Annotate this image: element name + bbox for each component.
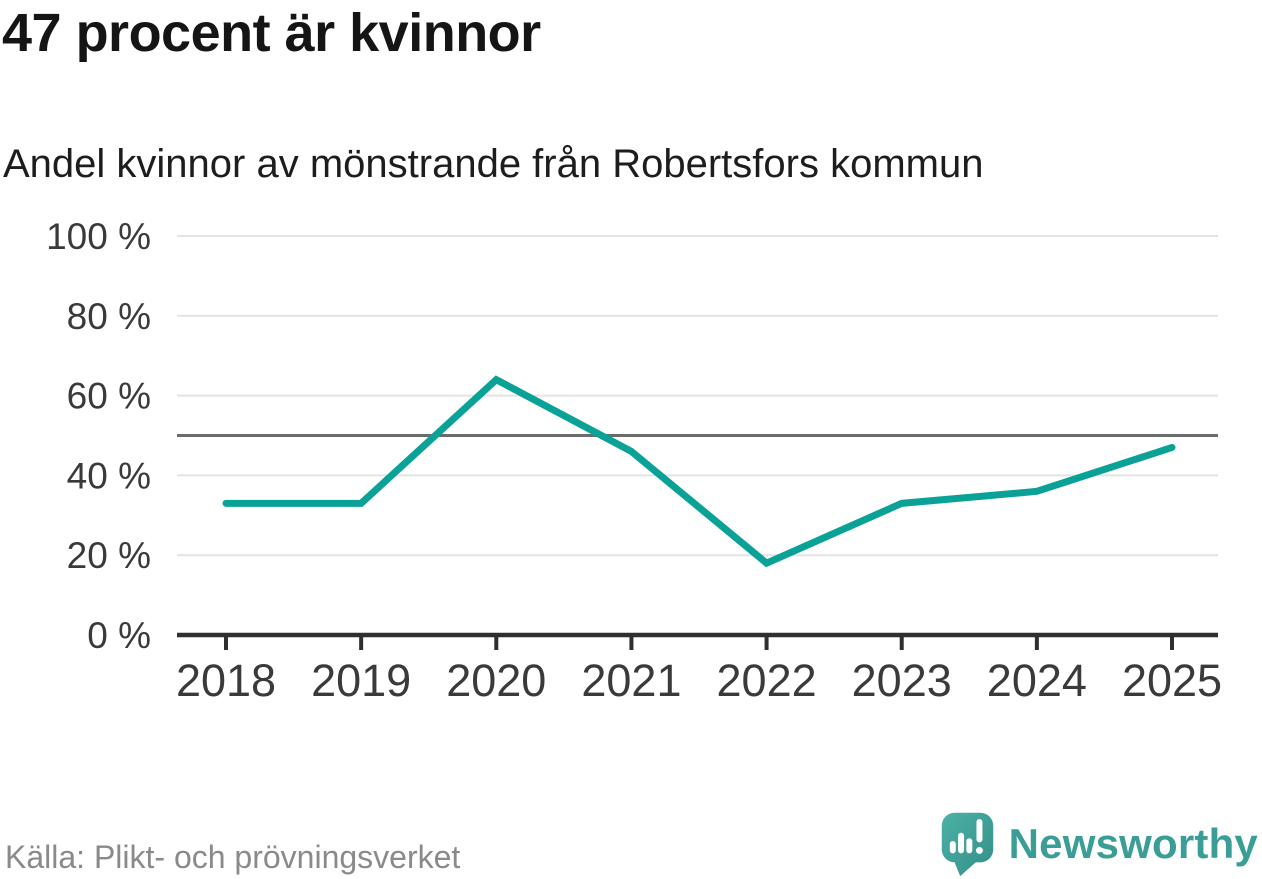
y-tick-label-60: 60 %	[67, 376, 151, 417]
x-tick-label-2024: 2024	[987, 655, 1087, 706]
newsworthy-logo-icon	[941, 812, 993, 877]
data-line-andel-kvinnor-av-mönstrande	[222, 375, 1176, 568]
y-tick-label-0: 0 %	[87, 615, 151, 656]
newsworthy-wordmark: Newsworthy	[1008, 820, 1258, 867]
source-note: Källa: Plikt- och prövningsverket	[5, 839, 461, 875]
x-tick-label-2025: 2025	[1122, 655, 1222, 706]
chart-title: 47 procent är kvinnor	[2, 3, 541, 63]
y-tick-label-100: 100 %	[46, 216, 151, 257]
y-tick-label-80: 80 %	[67, 296, 151, 337]
logo-bar-chart-glyph	[949, 818, 983, 854]
x-tick-label-2023: 2023	[852, 655, 952, 706]
y-tick-label-40: 40 %	[67, 455, 151, 496]
chart-subtitle: Andel kvinnor av mönstrande från Roberts…	[3, 142, 984, 186]
x-tick-label-2018: 2018	[176, 655, 276, 706]
x-tick-label-2020: 2020	[446, 655, 546, 706]
newsworthy-logo: Newsworthy	[939, 810, 1258, 878]
x-tick-label-2022: 2022	[717, 655, 817, 706]
logo-exclamation-dot	[975, 846, 983, 854]
y-tick-label-20: 20 %	[67, 535, 151, 576]
x-tick-label-2019: 2019	[311, 655, 411, 706]
x-tick-label-2021: 2021	[581, 655, 681, 706]
